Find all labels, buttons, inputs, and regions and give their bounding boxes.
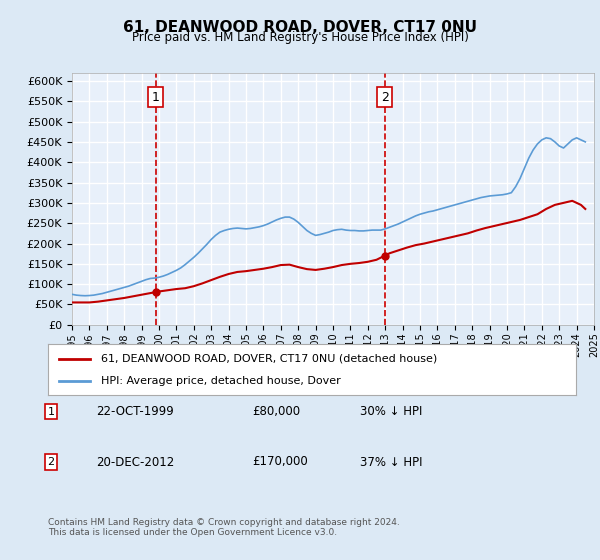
Text: Price paid vs. HM Land Registry's House Price Index (HPI): Price paid vs. HM Land Registry's House …	[131, 31, 469, 44]
Text: Contains HM Land Registry data © Crown copyright and database right 2024.
This d: Contains HM Land Registry data © Crown c…	[48, 518, 400, 538]
Text: £170,000: £170,000	[252, 455, 308, 469]
Text: 2: 2	[47, 457, 55, 467]
Text: 1: 1	[152, 91, 160, 104]
Text: 30% ↓ HPI: 30% ↓ HPI	[360, 405, 422, 418]
Text: 61, DEANWOOD ROAD, DOVER, CT17 0NU (detached house): 61, DEANWOOD ROAD, DOVER, CT17 0NU (deta…	[101, 353, 437, 363]
Text: 2: 2	[381, 91, 389, 104]
Text: 61, DEANWOOD ROAD, DOVER, CT17 0NU: 61, DEANWOOD ROAD, DOVER, CT17 0NU	[123, 20, 477, 35]
Text: HPI: Average price, detached house, Dover: HPI: Average price, detached house, Dove…	[101, 376, 341, 386]
Text: 22-OCT-1999: 22-OCT-1999	[96, 405, 174, 418]
Text: 20-DEC-2012: 20-DEC-2012	[96, 455, 174, 469]
Text: £80,000: £80,000	[252, 405, 300, 418]
Text: 37% ↓ HPI: 37% ↓ HPI	[360, 455, 422, 469]
Text: 1: 1	[47, 407, 55, 417]
